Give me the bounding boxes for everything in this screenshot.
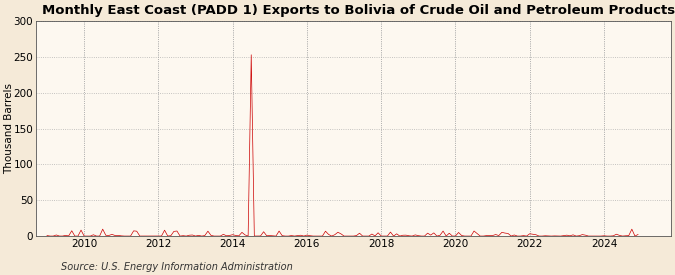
Text: Source: U.S. Energy Information Administration: Source: U.S. Energy Information Administ… bbox=[61, 262, 292, 272]
Text: Monthly East Coast (PADD 1) Exports to Bolivia of Crude Oil and Petroleum Produc: Monthly East Coast (PADD 1) Exports to B… bbox=[43, 4, 675, 17]
Y-axis label: Thousand Barrels: Thousand Barrels bbox=[4, 83, 14, 174]
